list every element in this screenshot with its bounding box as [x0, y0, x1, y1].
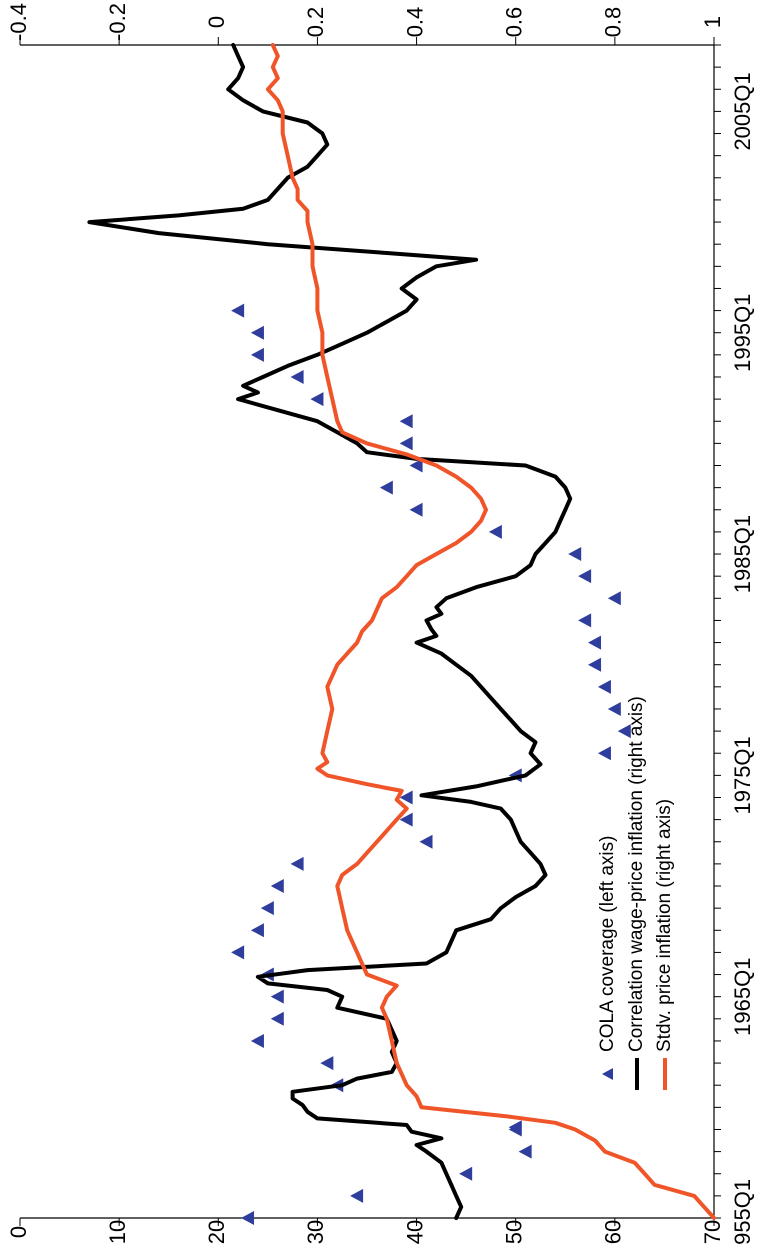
correlation-wage-price-line	[87, 43, 573, 1220]
right-axis-tick-label: 0	[204, 16, 229, 28]
time-tick-label: 1955Q1	[730, 1179, 755, 1244]
axes-frame	[19, 37, 721, 1226]
right-axis-tick-label: -0.2	[105, 3, 130, 41]
cola-coverage-point	[320, 1056, 334, 1071]
left-axis-tick-label: 60	[601, 1220, 626, 1244]
cola-coverage-point	[379, 480, 393, 495]
cola-coverage-point	[588, 635, 602, 650]
cola-coverage-point	[488, 524, 502, 539]
left-axis-tick-label: 70	[700, 1220, 725, 1244]
cola-coverage-point	[578, 613, 592, 628]
cola-coverage-point	[409, 502, 423, 517]
legend-cola-marker	[602, 1068, 613, 1080]
right-axis-tick-label: 1	[700, 16, 725, 28]
cola-coverage-point	[409, 458, 423, 473]
time-tick-label: 1995Q1	[730, 294, 755, 372]
legend-label: COLA coverage (left axis)	[597, 836, 618, 1052]
cola-coverage-point	[518, 1144, 532, 1159]
cola-coverage-point	[290, 369, 304, 384]
right-axis-tick-label: 0.2	[303, 7, 328, 38]
time-tick-label: 1985Q1	[730, 515, 755, 593]
cola-coverage-point	[350, 1188, 364, 1203]
right-axis-tick-label: 0.8	[601, 7, 626, 38]
cola-coverage-point	[241, 1211, 255, 1225]
cola-coverage-point	[231, 945, 245, 960]
series-layer	[87, 43, 716, 1225]
left-axis-tick-label: 50	[502, 1220, 527, 1244]
cola-coverage-point	[270, 989, 284, 1004]
left-axis-tick-label: 40	[402, 1220, 427, 1244]
left-axis-tick-label: 20	[204, 1220, 229, 1244]
cola-coverage-point	[250, 325, 264, 340]
cola-coverage-point	[399, 790, 413, 805]
cola-coverage-point	[617, 724, 631, 739]
left-axis-tick-label: 30	[303, 1220, 328, 1244]
cola-coverage-point	[578, 569, 592, 584]
cola-coverage-point	[597, 679, 611, 694]
time-tick-label: 1965Q1	[730, 958, 755, 1036]
cola-coverage-point	[270, 879, 284, 894]
cola-coverage-point	[588, 657, 602, 672]
right-axis-tick-label: 0.4	[402, 7, 427, 38]
left-axis-tick-label: 10	[105, 1220, 130, 1244]
cola-coverage-point	[597, 746, 611, 761]
cola-coverage-point	[231, 303, 245, 318]
stdv-price-inflation-line	[265, 43, 716, 1220]
cola-coverage-point	[399, 436, 413, 451]
legend-label: Stdv. price inflation (right axis)	[654, 799, 675, 1052]
cola-coverage-point	[459, 1166, 473, 1181]
cola-coverage-point	[290, 856, 304, 871]
cola-coverage-point	[508, 1120, 522, 1135]
cola-coverage-point	[399, 414, 413, 429]
time-tick-label: 2005Q1	[730, 72, 755, 150]
cola-coverage-point	[270, 1011, 284, 1026]
legend: COLA coverage (left axis) Correlation wag…	[597, 696, 675, 1090]
right-axis-tick-label: 0.6	[502, 7, 527, 38]
cola-coverage-point	[250, 923, 264, 938]
cola-coverage-point	[607, 701, 621, 716]
cola-coverage-point	[568, 547, 582, 562]
legend-label: Correlation wage-price inflation (right …	[626, 696, 647, 1052]
cola-coverage-point	[250, 347, 264, 362]
time-tick-label: 1975Q1	[730, 736, 755, 814]
cola-coverage-point	[399, 812, 413, 827]
cola-coverage-point	[607, 591, 621, 606]
left-axis-tick-label: 0	[6, 1226, 31, 1238]
cola-coverage-point	[260, 901, 274, 916]
cola-coverage-point	[419, 834, 433, 849]
right-axis-tick-label: -0.4	[6, 3, 31, 41]
cola-coverage-point	[310, 392, 324, 407]
cola-coverage-point	[250, 1033, 264, 1048]
